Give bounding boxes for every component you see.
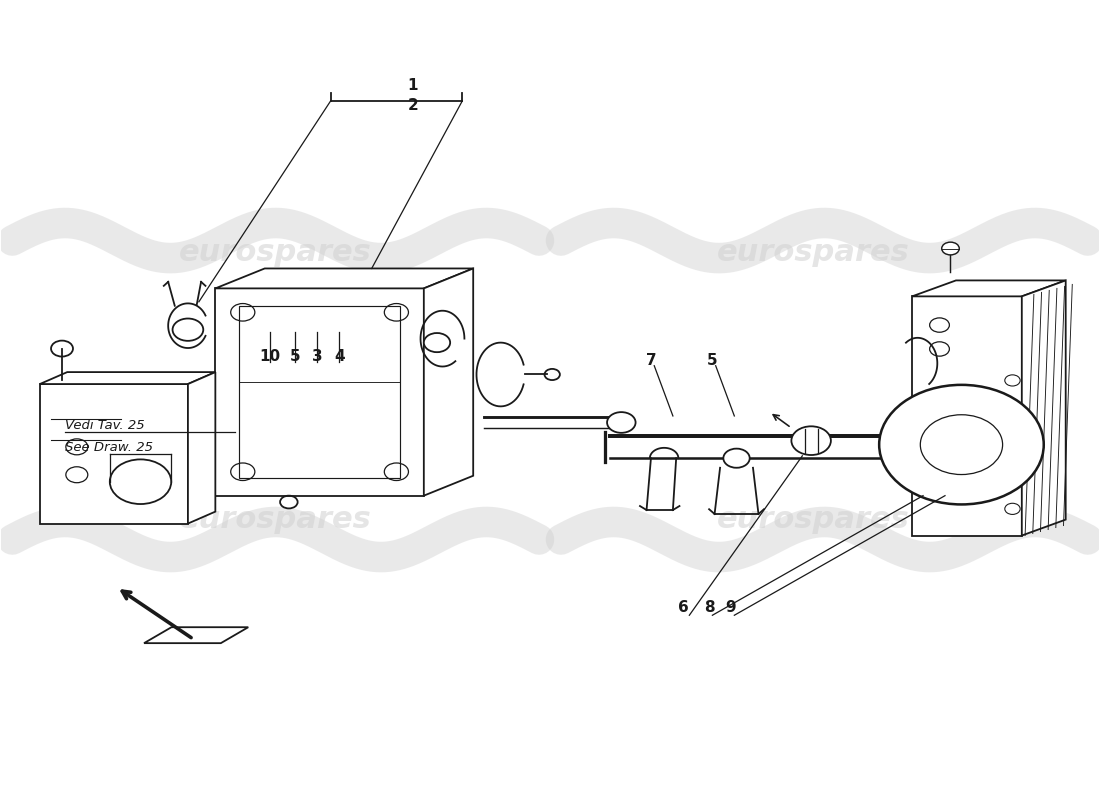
Circle shape [724,449,750,468]
Circle shape [607,412,636,433]
Text: 5: 5 [290,349,300,364]
Text: See Draw. 25: See Draw. 25 [65,442,153,454]
Text: 7: 7 [646,353,657,368]
Text: 1: 1 [408,78,418,93]
Text: 5: 5 [707,353,717,368]
Polygon shape [424,269,473,496]
Text: 8: 8 [704,600,714,615]
Text: 4: 4 [334,349,344,364]
Text: 9: 9 [726,600,736,615]
Polygon shape [912,281,1066,296]
Text: eurospares: eurospares [717,505,910,534]
Polygon shape [216,269,473,288]
Circle shape [942,242,959,255]
Text: eurospares: eurospares [179,505,372,534]
Text: 6: 6 [679,600,690,615]
Polygon shape [40,372,216,384]
Circle shape [424,333,450,352]
Polygon shape [188,372,216,523]
Text: eurospares: eurospares [717,238,910,267]
Circle shape [173,318,204,341]
Text: Vedi Tav. 25: Vedi Tav. 25 [65,419,145,432]
Ellipse shape [791,426,830,455]
Polygon shape [912,296,1022,535]
Text: eurospares: eurospares [179,238,372,267]
Polygon shape [40,384,188,523]
Circle shape [110,459,172,504]
Text: 10: 10 [260,349,280,364]
Text: 3: 3 [312,349,322,364]
Text: 2: 2 [407,98,418,113]
Polygon shape [216,288,424,496]
Circle shape [879,385,1044,505]
Polygon shape [1022,281,1066,535]
